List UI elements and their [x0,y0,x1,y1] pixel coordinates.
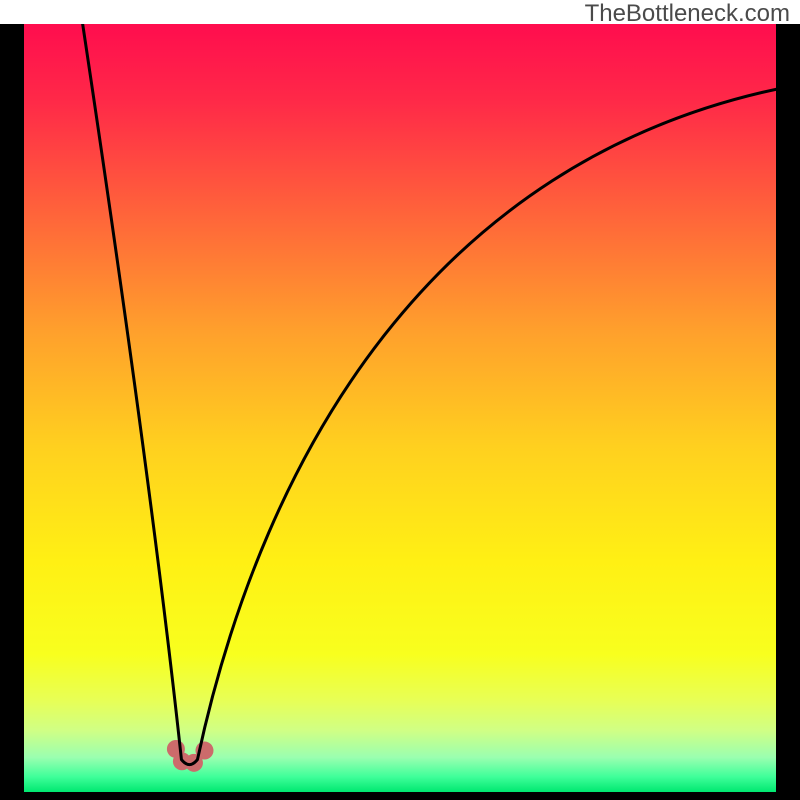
chart-overlay [0,0,800,800]
bottleneck-curve [83,24,776,765]
watermark-text: TheBottleneck.com [585,0,790,28]
markers-group [167,740,214,772]
chart-container: TheBottleneck.com [0,0,800,800]
